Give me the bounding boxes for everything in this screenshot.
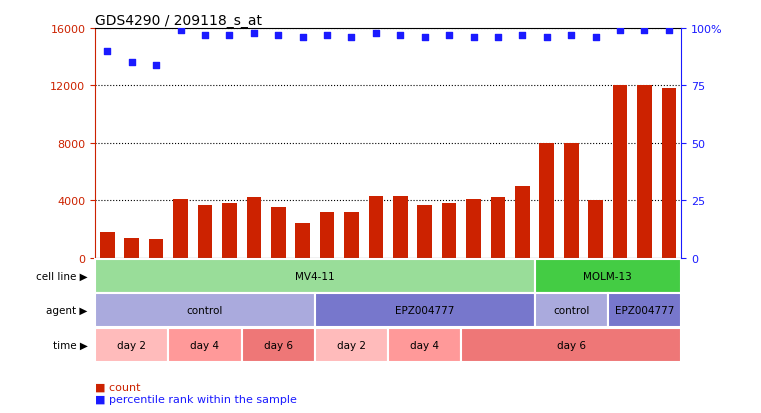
Point [467,35,479,41]
Point [590,35,602,41]
Text: ■ percentile rank within the sample: ■ percentile rank within the sample [95,394,297,404]
Text: ■ count: ■ count [95,382,141,392]
Point [663,28,675,35]
Text: day 4: day 4 [410,340,439,350]
Point [638,28,651,35]
Point [516,33,528,39]
Text: day 4: day 4 [190,340,219,350]
Bar [222,204,237,258]
Bar [491,198,505,258]
Bar [368,197,384,258]
Bar [540,143,554,258]
Text: cell line ▶: cell line ▶ [36,271,88,281]
Point [370,30,382,37]
Point [101,48,113,55]
Text: EPZ004777: EPZ004777 [395,306,454,316]
Point [223,33,235,39]
Bar [564,143,578,258]
Point [345,35,358,41]
Text: day 2: day 2 [337,340,366,350]
Bar [149,240,164,258]
Text: time ▶: time ▶ [53,340,88,350]
Point [174,28,186,35]
Bar [637,86,651,258]
Text: control: control [186,306,223,316]
Bar [344,212,359,258]
Point [150,62,162,69]
Bar [315,328,388,362]
Bar [242,328,315,362]
Point [541,35,553,41]
Text: EPZ004777: EPZ004777 [615,306,674,316]
Point [419,35,431,41]
Point [126,60,138,66]
Text: day 2: day 2 [117,340,146,350]
Text: GDS4290 / 209118_s_at: GDS4290 / 209118_s_at [95,14,262,28]
Text: agent ▶: agent ▶ [46,306,88,316]
Point [272,33,285,39]
Bar [295,224,310,258]
Bar [613,86,627,258]
Bar [393,197,408,258]
Text: day 6: day 6 [557,340,586,350]
Bar [661,89,677,258]
Bar [320,212,334,258]
Bar [461,328,681,362]
Point [297,35,309,41]
Bar [534,259,681,293]
Point [394,33,406,39]
Point [199,33,211,39]
Bar [168,328,242,362]
Bar [271,208,285,258]
Bar [100,233,115,258]
Point [248,30,260,37]
Bar [247,198,261,258]
Bar [95,259,534,293]
Bar [466,199,481,258]
Bar [388,328,461,362]
Text: MOLM-13: MOLM-13 [584,271,632,281]
Bar [174,199,188,258]
Bar [534,294,608,328]
Bar [95,328,168,362]
Text: day 6: day 6 [264,340,293,350]
Bar [315,294,534,328]
Text: MV4-11: MV4-11 [295,271,335,281]
Point [492,35,504,41]
Bar [588,201,603,258]
Bar [442,204,457,258]
Point [565,33,578,39]
Bar [515,187,530,258]
Bar [608,294,681,328]
Bar [198,205,212,258]
Point [443,33,455,39]
Point [321,33,333,39]
Bar [417,205,432,258]
Text: control: control [553,306,590,316]
Bar [124,238,139,258]
Bar [95,294,315,328]
Point [614,28,626,35]
